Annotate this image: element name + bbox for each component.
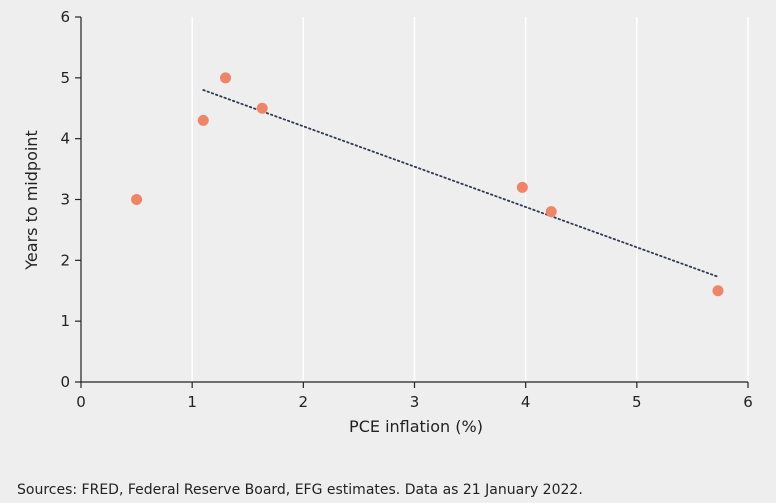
grid-lines — [191, 17, 749, 382]
trendline — [202, 89, 719, 278]
data-point-4 — [256, 102, 268, 114]
source-note: Sources: FRED, Federal Reserve Board, EF… — [17, 482, 583, 498]
data-point-3 — [220, 72, 232, 84]
y-tick-label-0: 0 — [60, 373, 70, 391]
data-point-1 — [131, 194, 143, 205]
x-tick-label-6: 6 — [743, 393, 753, 411]
axes — [75, 16, 749, 388]
x-tick-label-5: 5 — [632, 393, 642, 411]
x-tick-label-3: 3 — [410, 393, 420, 411]
data-point-6 — [545, 206, 557, 218]
y-tick-label-4: 4 — [60, 130, 70, 148]
x-axis-label: PCE inflation (%) — [349, 417, 483, 436]
x-tick-label-0: 0 — [76, 393, 86, 411]
x-tick-label-1: 1 — [187, 393, 197, 411]
data-point-7 — [712, 285, 724, 297]
y-tick-label-1: 1 — [60, 312, 70, 330]
data-point-2 — [197, 114, 209, 126]
tick-labels: 0 1 2 3 4 5 6 0 1 2 3 4 5 6 — [60, 8, 752, 411]
trendline-layer — [202, 89, 719, 278]
y-tick-label-2: 2 — [60, 251, 70, 269]
y-tick-label-5: 5 — [60, 69, 70, 87]
data-point-5 — [516, 181, 528, 193]
x-tick-label-2: 2 — [299, 393, 309, 411]
y-axis-label: Years to midpoint — [22, 130, 41, 270]
y-tick-label-3: 3 — [60, 191, 70, 209]
data-points — [131, 72, 724, 297]
x-tick-label-4: 4 — [521, 393, 531, 411]
y-tick-label-6: 6 — [60, 8, 70, 26]
scatter-chart: 0 1 2 3 4 5 6 0 1 2 3 4 5 6 PCE inflation (%) Years t… — [22, 8, 753, 436]
